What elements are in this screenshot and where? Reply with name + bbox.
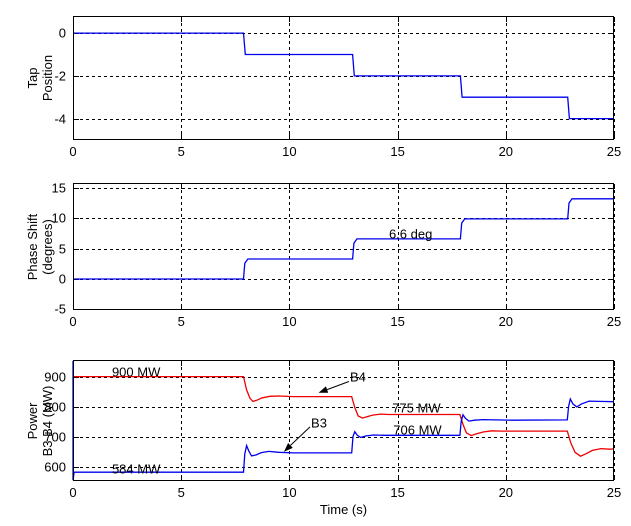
y-tick-label: -5 (54, 301, 66, 317)
x-tick-label: 20 (498, 485, 514, 500)
x-tick-label: 0 (69, 485, 77, 500)
annotation-arrowhead (318, 386, 329, 393)
plot-border (73, 360, 614, 481)
y-tick-label: 600 (44, 459, 66, 475)
x-tick-label: 0 (69, 144, 77, 159)
y-tick-label: 15 (51, 180, 66, 196)
x-tick-label: 5 (177, 485, 185, 500)
tap-position-chart: 0 5 10 15 20 25 0 -2 -4 Tap Position (25, 16, 621, 158)
x-tick-label: 15 (390, 314, 405, 329)
y-tick-label: 800 (44, 399, 66, 415)
phase-shift-chart: 0 5 10 15 20 25 15 10 5 0 -5 Phase Shift (degrees) 6.… (25, 181, 621, 328)
x-tick-label: 20 (498, 144, 514, 159)
tap-plot-area (73, 16, 615, 140)
annotation-900-mw: 900 MW (111, 364, 161, 380)
y-tick-label: 700 (44, 429, 66, 445)
x-tick-label: 5 (177, 314, 185, 329)
x-tick-label: 10 (282, 314, 297, 329)
annotation-b3: B3 (311, 415, 327, 431)
x-tick-label: 25 (606, 485, 622, 500)
x-tick-label: 10 (282, 144, 297, 159)
y-axis-label: Phase Shift (degrees) (25, 213, 55, 280)
y-tick-label: 900 (44, 369, 66, 385)
annotation-arrowhead (284, 443, 293, 452)
y-tick-label: 10 (51, 210, 66, 226)
y-axis-label-line: Tap (25, 67, 40, 89)
series-tap-position (73, 32, 614, 120)
y-axis-label-line: Power (25, 402, 40, 439)
x-tick-label: 20 (498, 314, 514, 329)
series-power-b4 (73, 375, 615, 457)
x-tick-label: 0 (69, 314, 77, 329)
series-power-b3 (72, 360, 615, 481)
plot-border (73, 16, 614, 140)
y-axis-label-line: (degrees) (40, 218, 55, 275)
series-phase-shift (73, 198, 614, 280)
x-tick-label: 10 (282, 485, 297, 500)
plot-border (73, 183, 614, 310)
y-tick-label: 5 (58, 241, 66, 257)
power-chart: 0 5 10 15 20 25 900 800 700 600 Power B3 B4 (MW) Tim… (25, 360, 621, 516)
y-axis-label-line: B3 B4 (MW) (40, 385, 55, 456)
x-tick-label: 15 (390, 485, 405, 500)
annotation-arrow (326, 381, 350, 391)
y-axis-label: Tap Position (25, 55, 55, 101)
x-tick-label: 25 (606, 144, 622, 159)
y-axis-label: Power B3 B4 (MW) (25, 385, 55, 456)
x-tick-label: 5 (177, 144, 185, 159)
y-tick-label: 0 (58, 271, 66, 287)
annotation-arrow (290, 426, 311, 446)
x-tick-label: 15 (390, 144, 405, 159)
y-tick-label: -2 (54, 68, 66, 84)
phase-plot-area (73, 183, 615, 310)
annotation-b4: B4 (349, 369, 366, 385)
x-tick-label: 25 (606, 314, 622, 329)
y-tick-label: 0 (58, 25, 66, 41)
y-tick-label: -4 (54, 111, 66, 127)
annotation-6-6-deg: 6.6 deg (388, 226, 433, 242)
y-axis-label-line: Phase Shift (25, 213, 40, 280)
annotation-584-mw: 584 MW (111, 461, 161, 477)
power-plot-area (72, 360, 615, 481)
x-axis-label: Time (s) (319, 502, 368, 517)
annotation-706-mw: 706 MW (393, 422, 442, 438)
y-axis-label-line: Position (40, 54, 55, 102)
annotation-775-mw: 775 MW (392, 400, 441, 416)
